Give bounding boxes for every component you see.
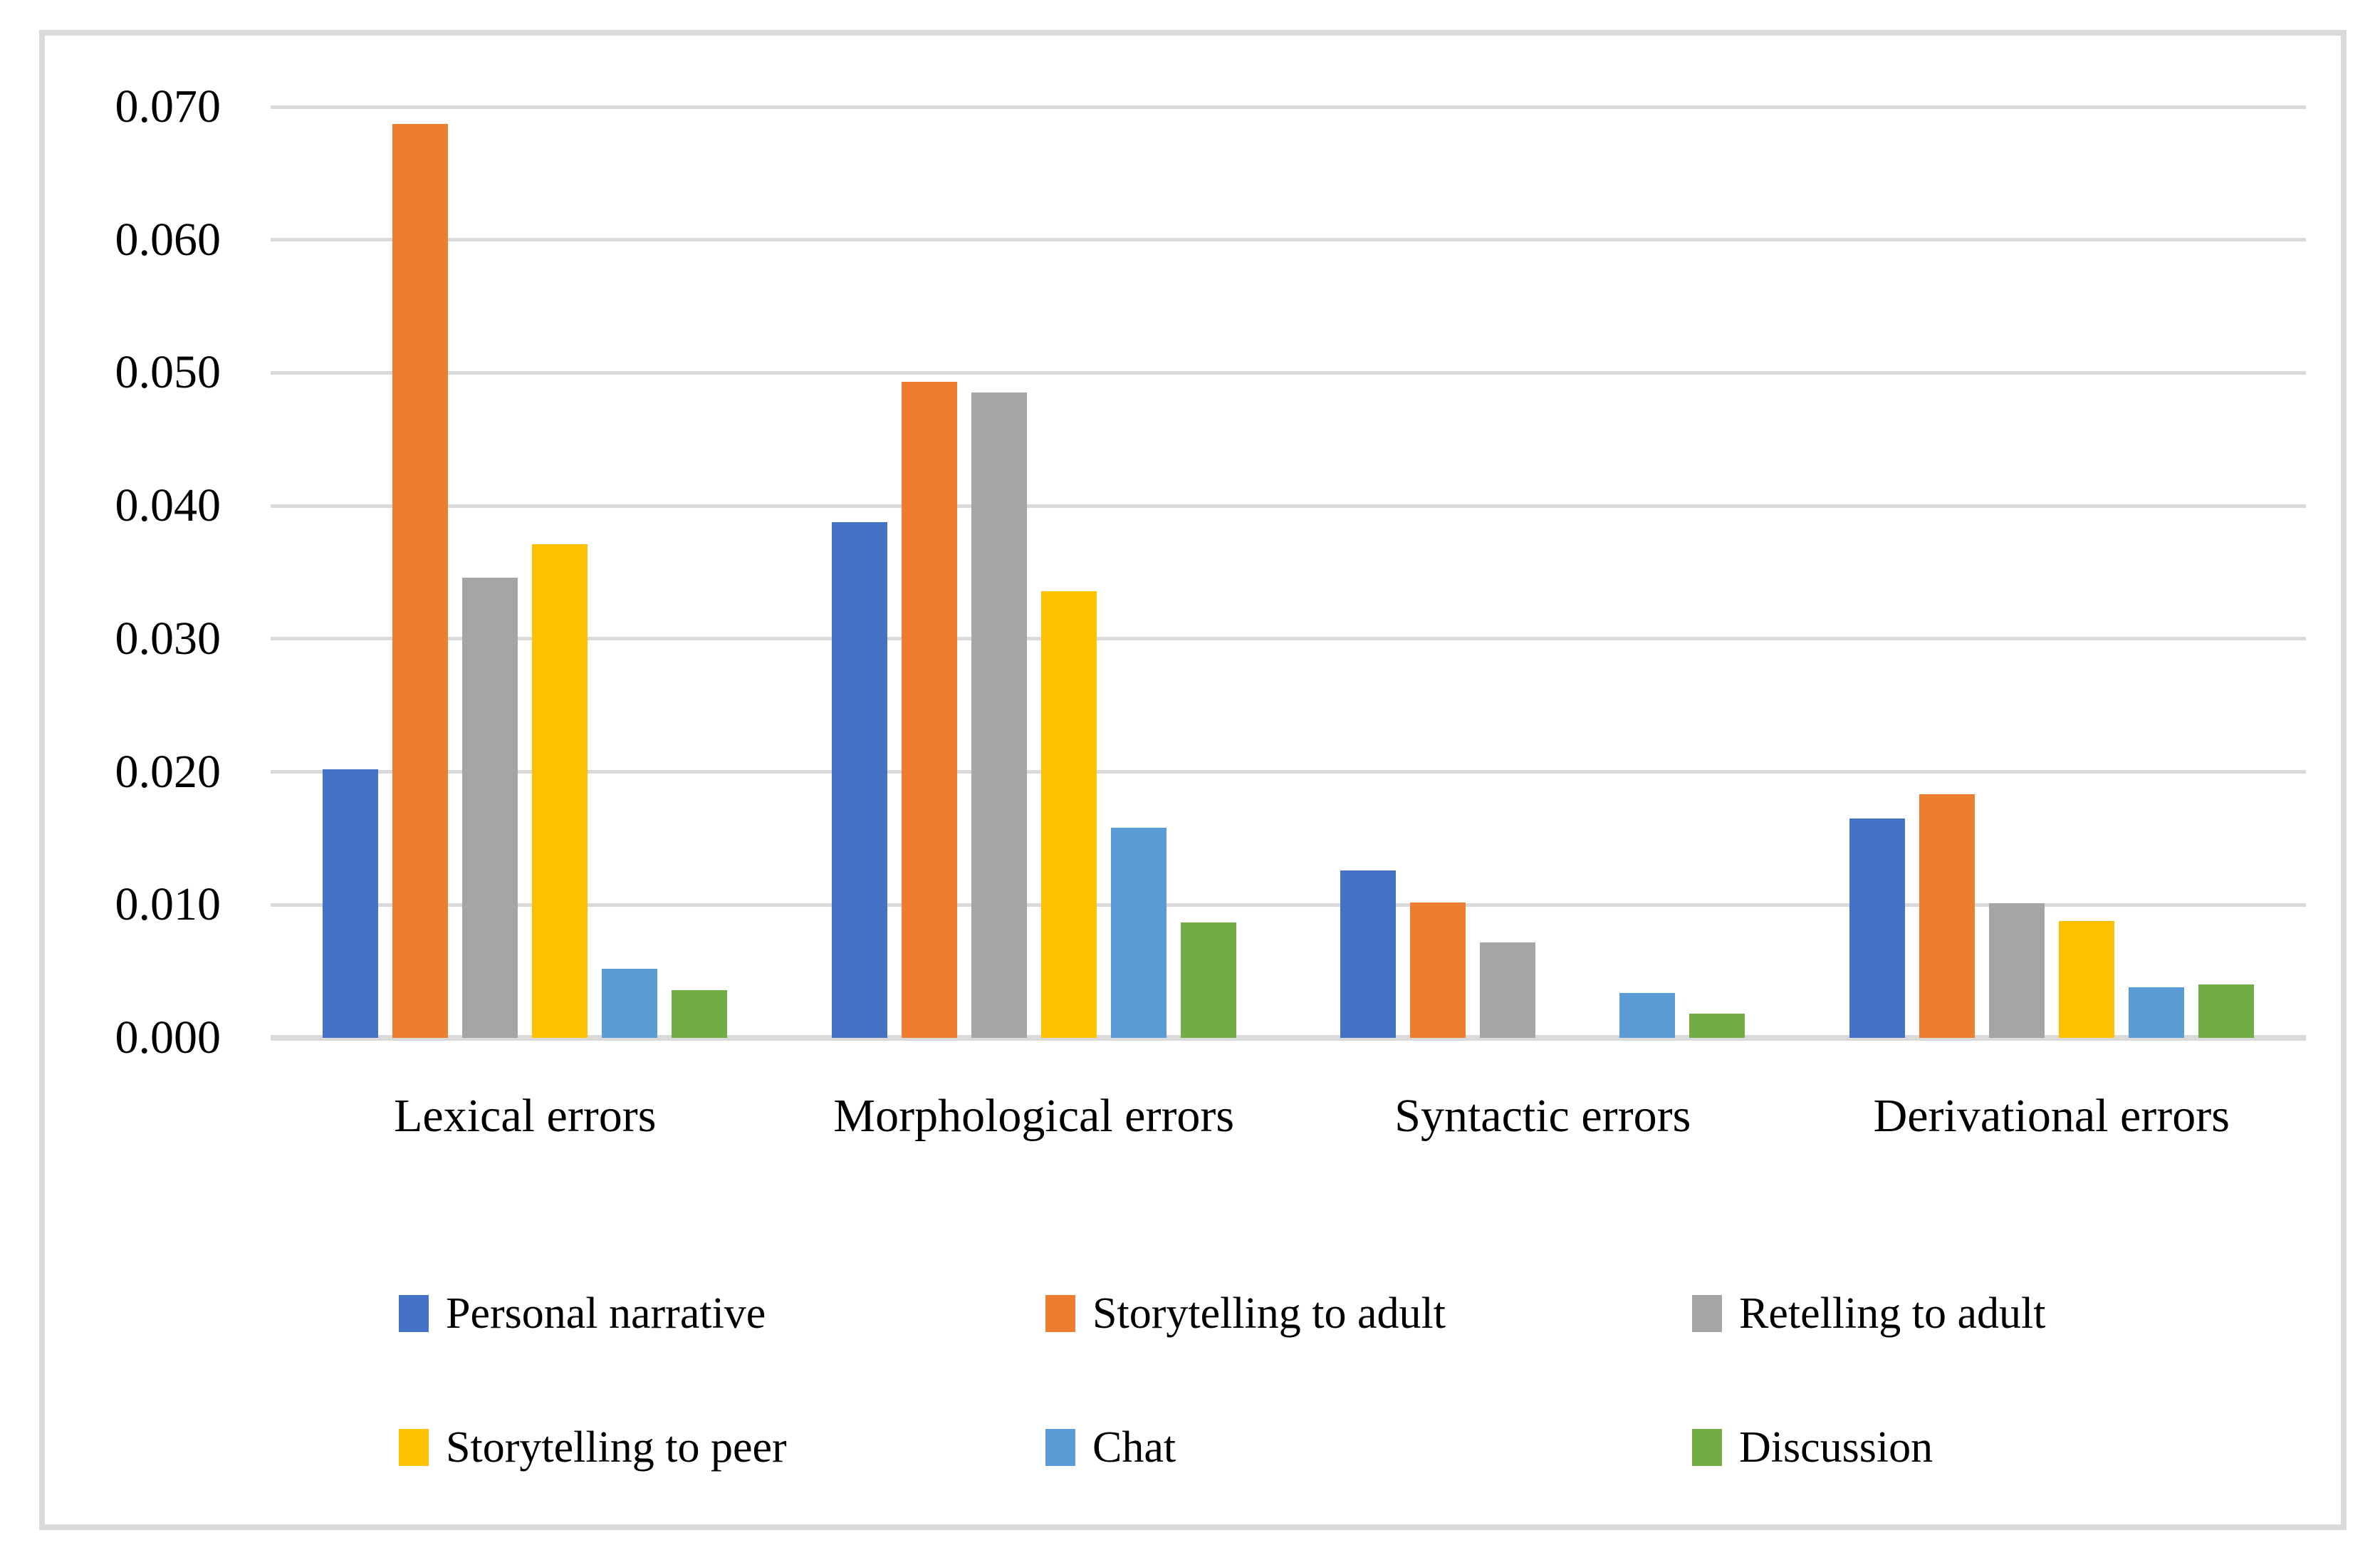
- x-category-label-syntactic-errors: Syntactic errors: [1394, 1090, 1691, 1142]
- gridline: [271, 637, 2306, 641]
- y-tick-label: 0.020: [115, 745, 221, 798]
- x-category-label-derivational-errors: Derivational errors: [1873, 1090, 2230, 1142]
- gridline: [271, 903, 2306, 907]
- legend-swatch-icon-storytelling-to-adult: [1045, 1295, 1075, 1332]
- x-category-label-lexical-errors: Lexical errors: [394, 1090, 657, 1142]
- x-axis-baseline: [271, 1035, 2306, 1041]
- bar-personal-narrative-derivational-errors: [1849, 818, 1905, 1038]
- legend-item-retelling-to-adult: Retelling to adult: [1692, 1291, 2046, 1336]
- bar-retelling-to-adult-morphological-errors: [971, 392, 1027, 1038]
- bar-storytelling-to-adult-syntactic-errors: [1410, 902, 1466, 1038]
- legend-swatch-icon-discussion: [1692, 1429, 1722, 1466]
- legend-swatch-icon-personal-narrative: [399, 1295, 429, 1332]
- bar-storytelling-to-peer-derivational-errors: [2058, 920, 2114, 1038]
- gridline: [271, 370, 2306, 375]
- legend-label: Storytelling to peer: [446, 1423, 787, 1472]
- gridline: [271, 504, 2306, 508]
- gridline: [271, 770, 2306, 774]
- y-tick-label: 0.050: [115, 346, 221, 399]
- legend-item-chat: Chat: [1045, 1425, 1176, 1470]
- bar-discussion-derivational-errors: [2198, 984, 2254, 1038]
- bar-personal-narrative-morphological-errors: [831, 521, 887, 1038]
- legend-label: Storytelling to adult: [1092, 1289, 1446, 1338]
- bar-storytelling-to-peer-lexical-errors: [532, 544, 588, 1038]
- legend-label: Discussion: [1739, 1423, 1933, 1472]
- y-tick-label: 0.000: [115, 1012, 221, 1064]
- bar-chat-lexical-errors: [602, 968, 657, 1038]
- legend-swatch-icon-chat: [1045, 1429, 1075, 1466]
- legend-swatch-icon-storytelling-to-peer: [399, 1429, 429, 1466]
- legend-item-personal-narrative: Personal narrative: [399, 1291, 766, 1336]
- bar-retelling-to-adult-derivational-errors: [1988, 903, 2045, 1038]
- bar-retelling-to-adult-lexical-errors: [462, 577, 518, 1038]
- x-category-label-morphological-errors: Morphological errors: [833, 1090, 1235, 1142]
- legend-item-storytelling-to-peer: Storytelling to peer: [399, 1425, 787, 1470]
- legend-label: Chat: [1092, 1423, 1176, 1472]
- legend-item-discussion: Discussion: [1692, 1425, 1933, 1470]
- legend-item-storytelling-to-adult: Storytelling to adult: [1045, 1291, 1446, 1336]
- legend-label: Personal narrative: [446, 1289, 766, 1338]
- bar-discussion-morphological-errors: [1180, 922, 1236, 1038]
- bar-discussion-syntactic-errors: [1689, 1014, 1745, 1038]
- bar-storytelling-to-adult-derivational-errors: [1919, 794, 1975, 1038]
- bar-personal-narrative-lexical-errors: [323, 769, 378, 1038]
- gridline: [271, 105, 2306, 109]
- bar-chat-derivational-errors: [2128, 987, 2184, 1038]
- bar-storytelling-to-adult-lexical-errors: [392, 124, 448, 1038]
- y-tick-label: 0.010: [115, 878, 221, 931]
- bar-chat-syntactic-errors: [1619, 992, 1675, 1038]
- y-tick-label: 0.040: [115, 479, 221, 532]
- bar-retelling-to-adult-syntactic-errors: [1480, 942, 1535, 1038]
- y-tick-label: 0.030: [115, 612, 221, 665]
- bar-storytelling-to-peer-morphological-errors: [1040, 591, 1097, 1038]
- legend-swatch-icon-retelling-to-adult: [1692, 1295, 1722, 1332]
- bar-discussion-lexical-errors: [672, 989, 727, 1038]
- legend-label: Retelling to adult: [1739, 1289, 2046, 1338]
- y-tick-label: 0.070: [115, 80, 221, 132]
- gridline: [271, 238, 2306, 242]
- bar-storytelling-to-adult-morphological-errors: [901, 382, 957, 1038]
- bar-chat-morphological-errors: [1110, 827, 1166, 1038]
- y-tick-label: 0.060: [115, 213, 221, 266]
- bar-personal-narrative-syntactic-errors: [1340, 870, 1396, 1038]
